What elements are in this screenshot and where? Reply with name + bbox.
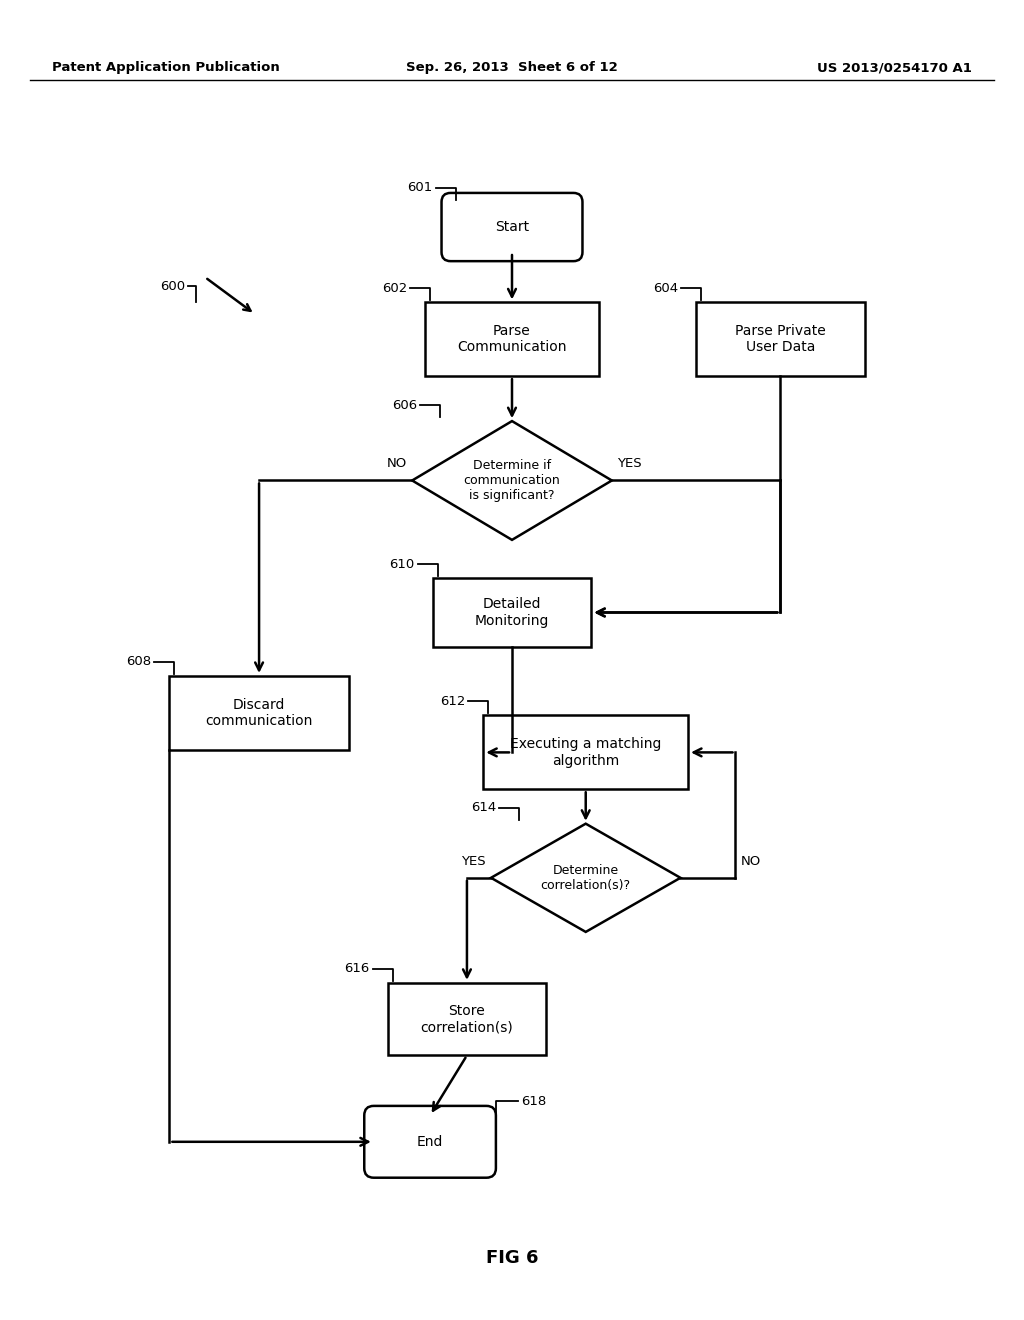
Text: 604: 604 <box>652 281 678 294</box>
Text: Detailed
Monitoring: Detailed Monitoring <box>475 598 549 627</box>
Bar <box>425 302 599 376</box>
Text: YES: YES <box>462 855 486 867</box>
Text: Parse Private
User Data: Parse Private User Data <box>735 325 825 354</box>
Text: Sep. 26, 2013  Sheet 6 of 12: Sep. 26, 2013 Sheet 6 of 12 <box>407 62 617 74</box>
Text: NO: NO <box>387 458 408 470</box>
Text: Discard
communication: Discard communication <box>206 698 312 727</box>
Text: NO: NO <box>740 855 761 867</box>
Text: 600: 600 <box>160 280 185 293</box>
Text: Parse
Communication: Parse Communication <box>458 325 566 354</box>
Bar <box>387 982 547 1056</box>
Text: Executing a matching
algorithm: Executing a matching algorithm <box>510 738 662 767</box>
Text: Store
correlation(s): Store correlation(s) <box>421 1005 513 1034</box>
Text: YES: YES <box>616 458 641 470</box>
Polygon shape <box>412 421 612 540</box>
Text: 610: 610 <box>389 557 415 570</box>
Bar <box>483 715 688 789</box>
Bar <box>432 578 592 647</box>
FancyBboxPatch shape <box>441 193 583 261</box>
Text: FIG 6: FIG 6 <box>485 1249 539 1267</box>
Bar <box>696 302 864 376</box>
Text: 612: 612 <box>440 694 465 708</box>
Text: 616: 616 <box>344 962 370 975</box>
Text: 601: 601 <box>408 181 432 194</box>
Text: Start: Start <box>495 220 529 234</box>
Polygon shape <box>490 824 680 932</box>
Text: 618: 618 <box>521 1094 547 1107</box>
Text: Patent Application Publication: Patent Application Publication <box>52 62 280 74</box>
FancyBboxPatch shape <box>365 1106 496 1177</box>
Text: End: End <box>417 1135 443 1148</box>
Text: Determine if
communication
is significant?: Determine if communication is significan… <box>464 459 560 502</box>
Text: US 2013/0254170 A1: US 2013/0254170 A1 <box>817 62 972 74</box>
Text: 614: 614 <box>471 801 496 814</box>
Text: Determine
correlation(s)?: Determine correlation(s)? <box>541 863 631 892</box>
Text: 606: 606 <box>392 399 417 412</box>
Text: 602: 602 <box>382 281 407 294</box>
Bar <box>170 676 348 750</box>
Text: 608: 608 <box>126 655 152 668</box>
